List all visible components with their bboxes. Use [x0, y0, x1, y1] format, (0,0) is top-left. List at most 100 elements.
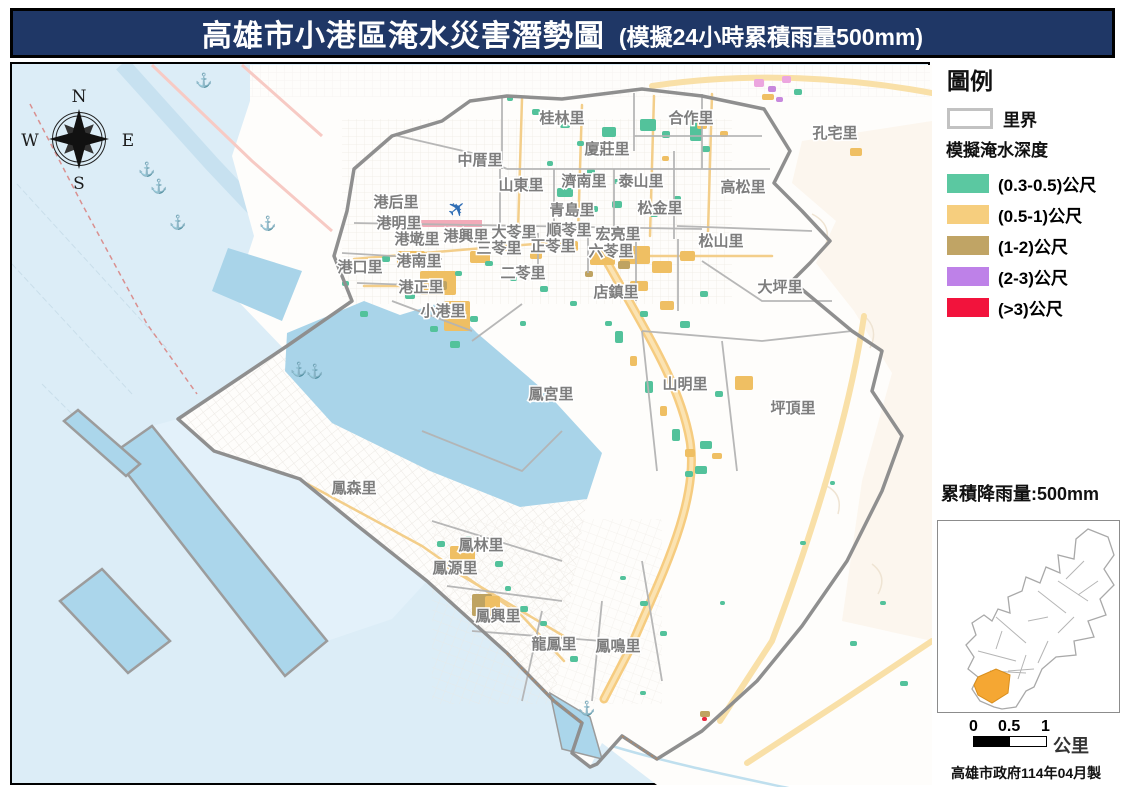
village-label: 高松里	[720, 178, 765, 196]
village-label: 鳳林里	[458, 536, 503, 554]
legend-item: (>3)公尺	[947, 292, 1096, 323]
legend-label: (0.5-1)公尺	[998, 207, 1083, 226]
village-label: 港明里	[376, 214, 421, 232]
flood-patch	[540, 286, 548, 292]
anchor-icon: ⚓	[138, 161, 155, 178]
village-label: 松山里	[698, 232, 743, 250]
flood-patch	[640, 601, 648, 606]
legend-label: (2-3)公尺	[998, 269, 1068, 288]
village-label: 鳳宮里	[528, 385, 573, 403]
flood-patch	[660, 631, 667, 636]
flood-patch	[776, 97, 783, 102]
village-label: 孔宅里	[812, 124, 857, 142]
anchor-icon: ⚓	[150, 178, 167, 195]
flood-patch	[794, 89, 802, 95]
legend-swatch	[947, 298, 989, 317]
flood-patch	[602, 151, 608, 155]
legend-boundary-item: 里界	[947, 106, 1037, 131]
legend-swatch	[947, 236, 989, 255]
map-credit: 高雄市政府114年04月製	[951, 765, 1102, 781]
village-label: 順苓里	[545, 221, 591, 239]
village-label: 泰山里	[617, 172, 663, 190]
village-label: 二苓里	[500, 264, 545, 282]
flood-patch	[630, 356, 637, 366]
village-label: 鳳源里	[432, 559, 477, 577]
airport-runway	[394, 220, 482, 227]
scale-unit: 公里	[1053, 736, 1089, 756]
flood-patch	[850, 641, 857, 646]
flood-patch	[605, 321, 612, 326]
inset-xiaogang-highlight	[973, 668, 1011, 704]
flood-patch	[620, 246, 650, 264]
legend-item: (2-3)公尺	[947, 261, 1096, 292]
flood-patch	[397, 251, 425, 267]
map-image: ✈ ⚓ ⚓ ⚓ ⚓ ⚓ ⚓ ⚓ ⚓ N S W E 桂林里 合作里 孔宅里 廈莊里 中厝里 山東里 濟南里…	[10, 58, 935, 793]
freeway	[597, 248, 696, 704]
flood-patch	[850, 148, 862, 156]
village-label: 港口里	[337, 258, 382, 276]
village-label: 鳳鳴里	[595, 637, 640, 655]
flood-patch	[577, 141, 584, 146]
flood-patch	[672, 429, 680, 441]
flood-patch	[570, 301, 577, 306]
page-subtitle: (模擬24小時累積雨量500mm)	[618, 24, 924, 50]
legend-items: (0.3-0.5)公尺 (0.5-1)公尺 (1-2)公尺 (2-3)公尺 (>3)公尺	[947, 168, 1096, 323]
boundary-swatch	[947, 108, 993, 129]
harbor-water	[212, 248, 602, 507]
flood-patch	[620, 149, 628, 155]
flood-patch	[680, 321, 690, 328]
anchor-icon: ⚓	[290, 361, 307, 378]
village-label: 廈莊里	[584, 140, 629, 158]
village-label: 濟南里	[561, 172, 606, 190]
inset-district-lines	[977, 560, 1099, 680]
flood-patch	[450, 341, 460, 348]
flood-patch	[547, 161, 553, 166]
legend-label: (0.3-0.5)公尺	[998, 176, 1097, 195]
flood-patch	[660, 301, 674, 310]
compass-rose: N S W E	[21, 87, 134, 194]
outer-roads	[150, 63, 935, 766]
flood-patch	[470, 316, 478, 322]
flood-patch	[735, 376, 753, 390]
compass-s: S	[73, 174, 85, 194]
flood-patch	[540, 621, 547, 626]
flood-patch	[522, 186, 529, 191]
flood-patch	[685, 471, 693, 477]
scale-bar: 0 0.5 1 公里	[965, 718, 1115, 756]
flood-patch	[602, 127, 616, 137]
legend-swatch	[947, 205, 989, 224]
flood-patch	[712, 453, 722, 459]
page-title: 高雄市小港區淹水災害潛勢圖	[201, 20, 605, 53]
anchor-icon: ⚓	[578, 700, 595, 717]
flood-patch	[715, 391, 723, 397]
port-piers	[58, 408, 803, 793]
village-label: 中厝里	[457, 151, 502, 169]
flood-patch	[600, 291, 612, 299]
flood-patch	[674, 196, 681, 201]
legend-item: (0.5-1)公尺	[947, 199, 1096, 230]
flood-patch	[662, 156, 669, 161]
village-label: 店鎮里	[593, 283, 638, 301]
flood-patch	[800, 541, 806, 545]
flood-patch	[830, 481, 835, 485]
flood-patch	[900, 681, 908, 686]
village-label: 大坪里	[757, 278, 802, 296]
anchor-icon: ⚓	[259, 215, 276, 232]
village-label: 山明里	[662, 376, 707, 393]
flood-patch	[560, 241, 578, 251]
flood-patch	[570, 656, 578, 662]
flood-patch	[360, 311, 368, 317]
scale-05: 0.5	[998, 718, 1021, 735]
flood-patch	[587, 169, 595, 174]
village-label: 鳳興里	[475, 607, 520, 625]
flood-patch	[437, 541, 445, 547]
legend-label: (>3)公尺	[998, 300, 1063, 319]
compass-n: N	[72, 87, 87, 107]
flood-patch	[702, 146, 710, 152]
village-label: 龍鳳里	[531, 635, 576, 653]
flood-patch	[485, 261, 493, 266]
scale-0: 0	[969, 718, 978, 735]
flood-patch	[465, 536, 472, 541]
village-label: 港墘里	[394, 230, 439, 248]
